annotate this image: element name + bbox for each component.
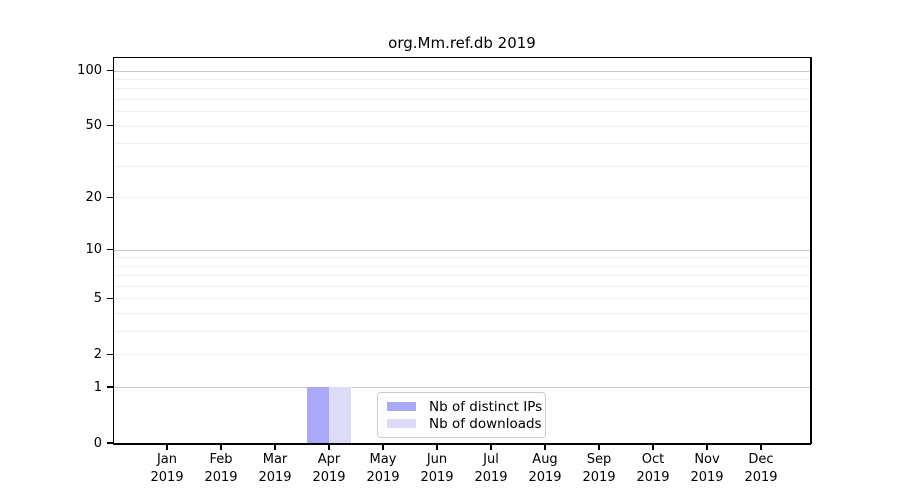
gridline [114,249,810,251]
x-axis-tick [220,444,222,450]
year-label: 2019 [258,470,292,485]
y-axis-tick-label: 100 [77,63,102,79]
x-axis-tick [328,444,330,450]
gridline [114,79,810,80]
gridline [114,125,810,127]
month-label: May [369,452,397,467]
x-axis-tick [760,444,762,450]
x-axis-tick-label: May 2019 [351,451,415,487]
month-label: Dec [748,452,774,467]
plot-spine-right [810,57,812,444]
x-axis-tick-label: Apr 2019 [297,451,361,487]
year-label: 2019 [150,470,184,485]
month-label: Jun [426,452,448,467]
x-axis-tick [490,444,492,450]
month-label: Jan [156,452,178,467]
year-label: 2019 [744,470,778,485]
year-label: 2019 [474,470,508,485]
y-axis-tick-label: 1 [93,379,102,395]
y-axis-tick-label: 2 [93,346,102,362]
bar-nb-of-distinct-ips [307,387,329,443]
year-label: 2019 [582,470,616,485]
y-axis-tick [107,386,113,388]
y-axis-tick-label: 0 [93,435,102,451]
y-axis-tick [107,196,113,199]
y-axis-tick [107,124,113,127]
y-axis-tick [107,248,113,251]
x-axis-tick-label: Feb 2019 [189,451,253,487]
x-axis-tick-label: Dec 2019 [729,451,793,487]
month-label: Sep [586,452,612,467]
chart-title: org.Mm.ref.db 2019 [388,34,536,52]
x-axis-tick-label: Sep 2019 [567,451,631,487]
gridline [114,275,810,277]
gridline [114,143,810,145]
gridline [114,286,810,287]
x-axis-tick-label: Aug 2019 [513,451,577,487]
x-axis-tick-label: Jan 2019 [135,451,199,487]
legend-entry: Nb of downloads [385,415,542,432]
x-axis-tick [652,444,654,450]
year-label: 2019 [636,470,670,485]
gridline [114,165,810,167]
gridline [114,88,810,90]
x-axis-tick-label: Jun 2019 [405,451,469,487]
y-axis-tick-label: 10 [85,242,102,257]
gridline [114,298,810,300]
month-label: Oct [641,452,665,467]
x-axis-tick [166,444,168,450]
gridline [114,70,810,72]
y-axis-tick [107,442,113,444]
gridline [114,265,810,267]
x-axis-tick-label: Oct 2019 [621,451,685,487]
gridline [114,257,810,259]
month-label: Nov [694,452,720,467]
legend-swatch [387,419,416,428]
month-label: Feb [209,452,233,467]
plot-area: Nb of distinct IPs Nb of downloads 0 1 2 5 10… [77,56,812,485]
y-axis-tick-label: 20 [85,189,102,205]
x-axis-tick-label: Jul 2019 [459,451,523,487]
gridline [114,354,810,356]
year-label: 2019 [420,470,454,485]
month-label: Aug [532,452,558,467]
gridline [114,331,810,333]
plot-spine-bottom [113,443,811,445]
x-axis-tick [706,444,708,450]
plot-spine-top [113,56,811,59]
year-label: 2019 [312,470,346,485]
y-axis-tick-label: 50 [85,118,102,134]
month-label: Mar [262,452,288,467]
legend: Nb of distinct IPs Nb of downloads [377,392,546,438]
y-axis-tick [107,69,113,72]
year-label: 2019 [528,470,562,485]
gridline [114,99,810,100]
y-axis-tick [107,353,113,356]
bar-nb-of-downloads [329,387,351,443]
month-label: Apr [317,452,341,467]
year-label: 2019 [204,470,238,485]
gridline [114,111,810,113]
plot-spine-left [112,57,115,444]
gridline [114,313,810,315]
x-axis-tick-label: Nov 2019 [675,451,739,487]
legend-label: Nb of distinct IPs [429,398,543,415]
x-axis-tick [274,444,276,450]
y-axis-tick-label: 5 [93,290,102,306]
x-axis-tick [382,444,384,450]
legend-entry: Nb of distinct IPs [385,398,542,415]
x-axis-tick [436,444,438,450]
year-label: 2019 [366,470,400,485]
y-axis-tick [107,297,113,300]
gridline [114,197,810,199]
year-label: 2019 [690,470,724,485]
x-axis-tick [598,444,600,450]
legend-label: Nb of downloads [429,415,542,432]
month-label: Jul [483,452,499,467]
legend-swatch [387,402,416,411]
x-axis-tick-label: Mar 2019 [243,451,307,487]
x-axis-tick [544,444,546,450]
gridline [114,387,810,389]
